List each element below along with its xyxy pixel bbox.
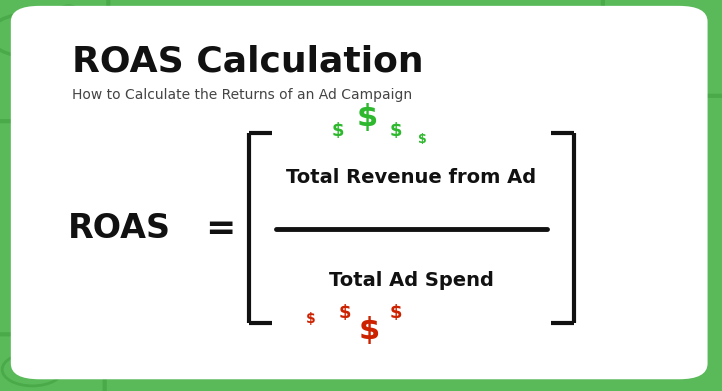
Text: Total Revenue from Ad: Total Revenue from Ad xyxy=(287,169,536,187)
Text: $: $ xyxy=(305,312,316,326)
Text: How to Calculate the Returns of an Ad Campaign: How to Calculate the Returns of an Ad Ca… xyxy=(72,88,412,102)
Text: =: = xyxy=(205,212,235,246)
Text: ROAS: ROAS xyxy=(68,212,170,245)
Text: $: $ xyxy=(359,316,380,345)
Text: $: $ xyxy=(389,304,402,322)
Text: $: $ xyxy=(418,133,427,147)
Text: ROAS Calculation: ROAS Calculation xyxy=(72,45,424,79)
FancyBboxPatch shape xyxy=(11,6,708,379)
Text: $: $ xyxy=(356,103,378,132)
Text: $: $ xyxy=(339,304,352,322)
Text: $: $ xyxy=(331,122,344,140)
Circle shape xyxy=(60,5,77,14)
Text: Total Ad Spend: Total Ad Spend xyxy=(329,271,494,290)
Circle shape xyxy=(57,348,70,355)
Circle shape xyxy=(658,343,667,347)
Text: $: $ xyxy=(389,122,402,140)
Text: enhencer: enhencer xyxy=(516,346,610,364)
